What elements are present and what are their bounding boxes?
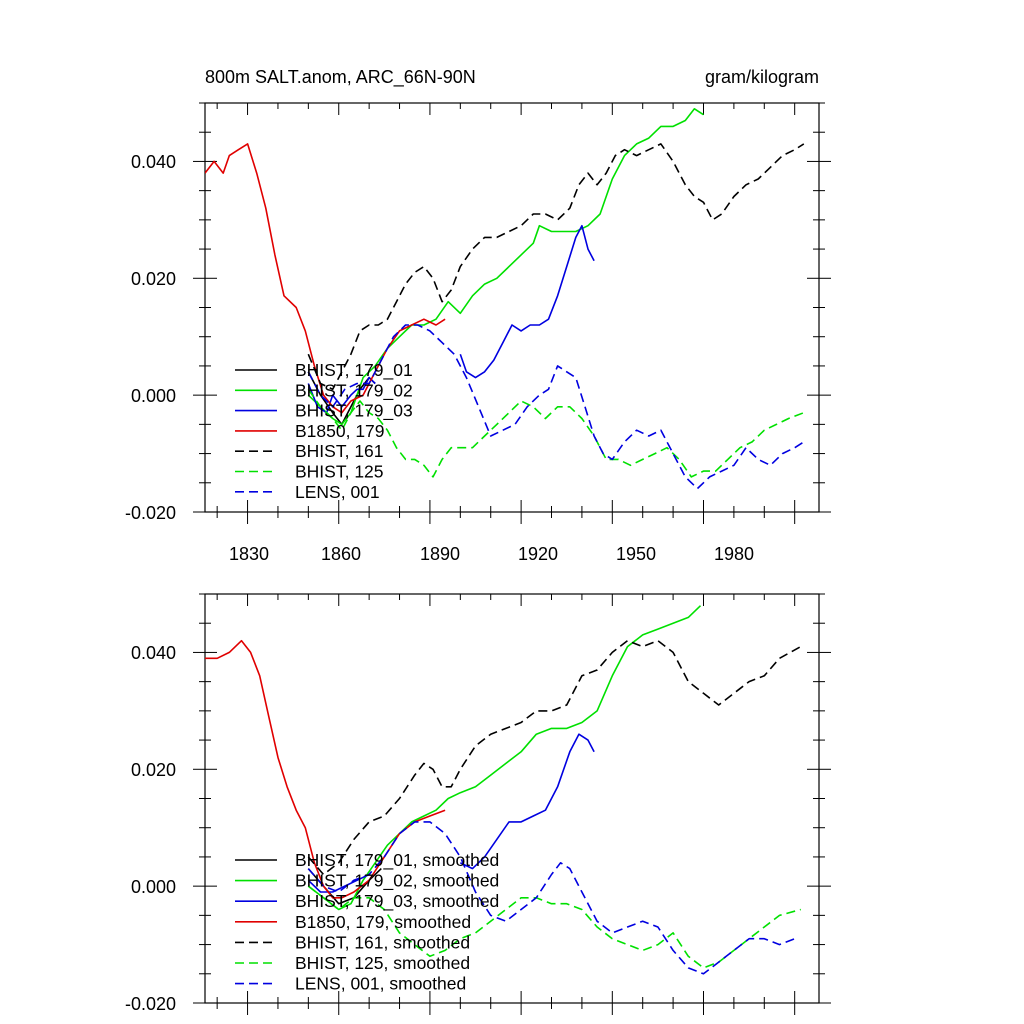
legend-label: BHIST, 179_02, smoothed (295, 871, 499, 892)
series-line-lens-001-smoothed (307, 821, 795, 975)
legend-label: B1850, 179 (295, 421, 385, 441)
series-line-bhist-179-02 (307, 108, 704, 426)
x-tick-label: 1920 (518, 544, 558, 564)
chart-title: 800m SALT.anom, ARC_66N-90N (205, 67, 476, 88)
legend-label: BHIST, 161, smoothed (295, 932, 470, 952)
y-tick-label: 0.040 (131, 643, 176, 663)
series-lines (205, 605, 802, 975)
y-tick-label: 0.000 (131, 877, 176, 897)
legend-label: BHIST, 179_01 (295, 360, 413, 381)
legend-label: BHIST, 125, smoothed (295, 953, 470, 973)
legend-label: B1850, 179, smoothed (295, 912, 471, 932)
axis-ticks (193, 102, 831, 524)
y-tick-label: 0.000 (131, 386, 176, 406)
y-tick-label: -0.020 (125, 503, 176, 523)
y-tick-label: 0.020 (131, 269, 176, 289)
series-line-bhist-161-smoothed (307, 639, 802, 876)
y-tick-label: -0.020 (125, 994, 176, 1014)
series-line-b1850-179 (205, 143, 446, 414)
legend-label: BHIST, 179_03 (295, 401, 413, 422)
legend-label: BHIST, 161 (295, 441, 384, 461)
x-tick-label: 1890 (420, 544, 460, 564)
legend-label: BHIST, 179_01, smoothed (295, 850, 499, 871)
axis-ticks (193, 593, 831, 1015)
series-line-bhist-161 (307, 143, 805, 391)
legend-label: LENS, 001 (295, 482, 380, 502)
units-label: gram/kilogram (705, 67, 819, 87)
series-line-bhist-179-03 (459, 224, 595, 379)
top-panel: 800m SALT.anom, ARC_66N-90N gram/kilogra… (125, 67, 831, 564)
x-tick-label: 1860 (321, 544, 361, 564)
series-lines (205, 108, 805, 490)
series-line-bhist-125 (307, 388, 805, 478)
x-tick-label: 1830 (229, 544, 269, 564)
legend-label: BHIST, 179_02 (295, 380, 413, 401)
legend-label: BHIST, 125 (295, 462, 384, 482)
y-tick-label: 0.020 (131, 760, 176, 780)
legend-label: LENS, 001, smoothed (295, 974, 466, 994)
x-tick-label: 1980 (714, 544, 754, 564)
bottom-panel: 0.040 0.020 0.000 -0.020 BHIST, 179_01, … (125, 593, 831, 1015)
legend-label: BHIST, 179_03, smoothed (295, 891, 499, 912)
series-line-bhist-179-03-smoothed (459, 733, 595, 870)
y-tick-label: 0.040 (131, 152, 176, 172)
series-line-bhist-125-smoothed (307, 885, 802, 969)
series-line-bhist-179-03-smoothed (307, 873, 370, 893)
x-tick-label: 1950 (616, 544, 656, 564)
series-line-lens-001 (307, 324, 805, 490)
